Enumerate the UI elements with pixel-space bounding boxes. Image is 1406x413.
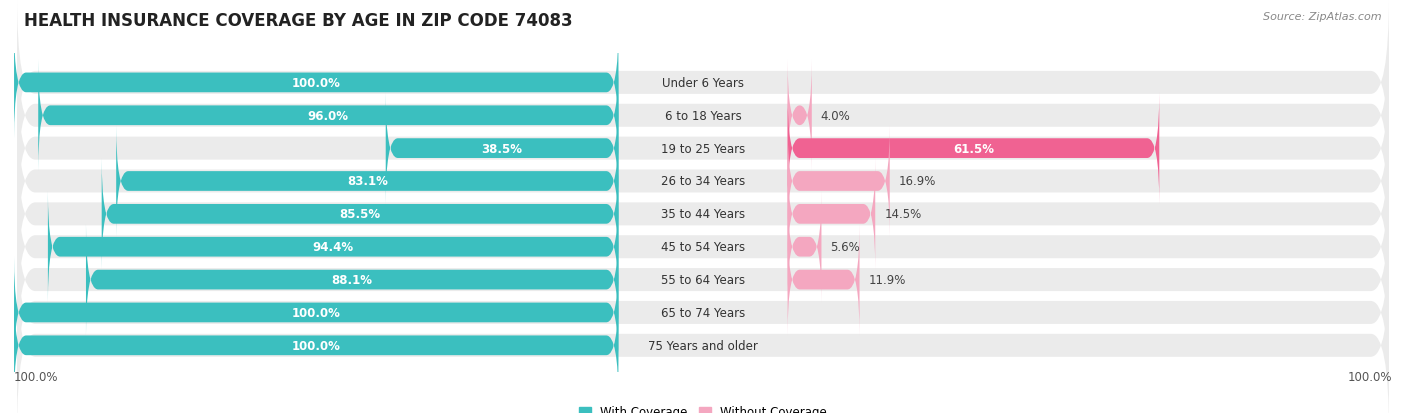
FancyBboxPatch shape <box>17 0 1389 170</box>
FancyBboxPatch shape <box>385 93 619 204</box>
Text: 6 to 18 Years: 6 to 18 Years <box>665 109 741 123</box>
Text: 65 to 74 Years: 65 to 74 Years <box>661 306 745 319</box>
Text: 5.6%: 5.6% <box>831 241 860 254</box>
FancyBboxPatch shape <box>101 159 619 270</box>
Text: 16.9%: 16.9% <box>898 175 936 188</box>
FancyBboxPatch shape <box>17 29 1389 203</box>
FancyBboxPatch shape <box>787 126 890 237</box>
Text: 38.5%: 38.5% <box>482 142 523 155</box>
FancyBboxPatch shape <box>787 93 1160 204</box>
Text: 94.4%: 94.4% <box>312 241 354 254</box>
FancyBboxPatch shape <box>17 160 1389 334</box>
Text: 96.0%: 96.0% <box>308 109 349 123</box>
FancyBboxPatch shape <box>14 290 619 401</box>
Text: 26 to 34 Years: 26 to 34 Years <box>661 175 745 188</box>
Text: 88.1%: 88.1% <box>332 273 373 286</box>
Text: HEALTH INSURANCE COVERAGE BY AGE IN ZIP CODE 74083: HEALTH INSURANCE COVERAGE BY AGE IN ZIP … <box>24 12 572 30</box>
Text: 100.0%: 100.0% <box>1347 370 1392 383</box>
FancyBboxPatch shape <box>117 126 619 237</box>
Text: 4.0%: 4.0% <box>821 109 851 123</box>
FancyBboxPatch shape <box>787 224 859 336</box>
FancyBboxPatch shape <box>14 257 619 368</box>
Text: 35 to 44 Years: 35 to 44 Years <box>661 208 745 221</box>
FancyBboxPatch shape <box>17 226 1389 399</box>
Text: 85.5%: 85.5% <box>339 208 381 221</box>
Text: 100.0%: 100.0% <box>14 370 59 383</box>
Text: 14.5%: 14.5% <box>884 208 921 221</box>
FancyBboxPatch shape <box>17 128 1389 301</box>
FancyBboxPatch shape <box>17 259 1389 413</box>
Text: 61.5%: 61.5% <box>953 142 994 155</box>
FancyBboxPatch shape <box>787 191 821 303</box>
Text: 45 to 54 Years: 45 to 54 Years <box>661 241 745 254</box>
Text: Under 6 Years: Under 6 Years <box>662 77 744 90</box>
Text: 100.0%: 100.0% <box>292 77 340 90</box>
FancyBboxPatch shape <box>86 224 619 336</box>
FancyBboxPatch shape <box>787 159 875 270</box>
Text: 100.0%: 100.0% <box>292 306 340 319</box>
Text: 83.1%: 83.1% <box>347 175 388 188</box>
FancyBboxPatch shape <box>48 191 619 303</box>
Text: 11.9%: 11.9% <box>869 273 905 286</box>
Text: 19 to 25 Years: 19 to 25 Years <box>661 142 745 155</box>
FancyBboxPatch shape <box>17 193 1389 367</box>
Text: Source: ZipAtlas.com: Source: ZipAtlas.com <box>1264 12 1382 22</box>
FancyBboxPatch shape <box>17 62 1389 236</box>
FancyBboxPatch shape <box>17 95 1389 268</box>
Text: 55 to 64 Years: 55 to 64 Years <box>661 273 745 286</box>
FancyBboxPatch shape <box>787 60 811 172</box>
Text: 100.0%: 100.0% <box>292 339 340 352</box>
FancyBboxPatch shape <box>14 27 619 139</box>
FancyBboxPatch shape <box>38 60 619 172</box>
Text: 75 Years and older: 75 Years and older <box>648 339 758 352</box>
Legend: With Coverage, Without Coverage: With Coverage, Without Coverage <box>574 401 832 413</box>
